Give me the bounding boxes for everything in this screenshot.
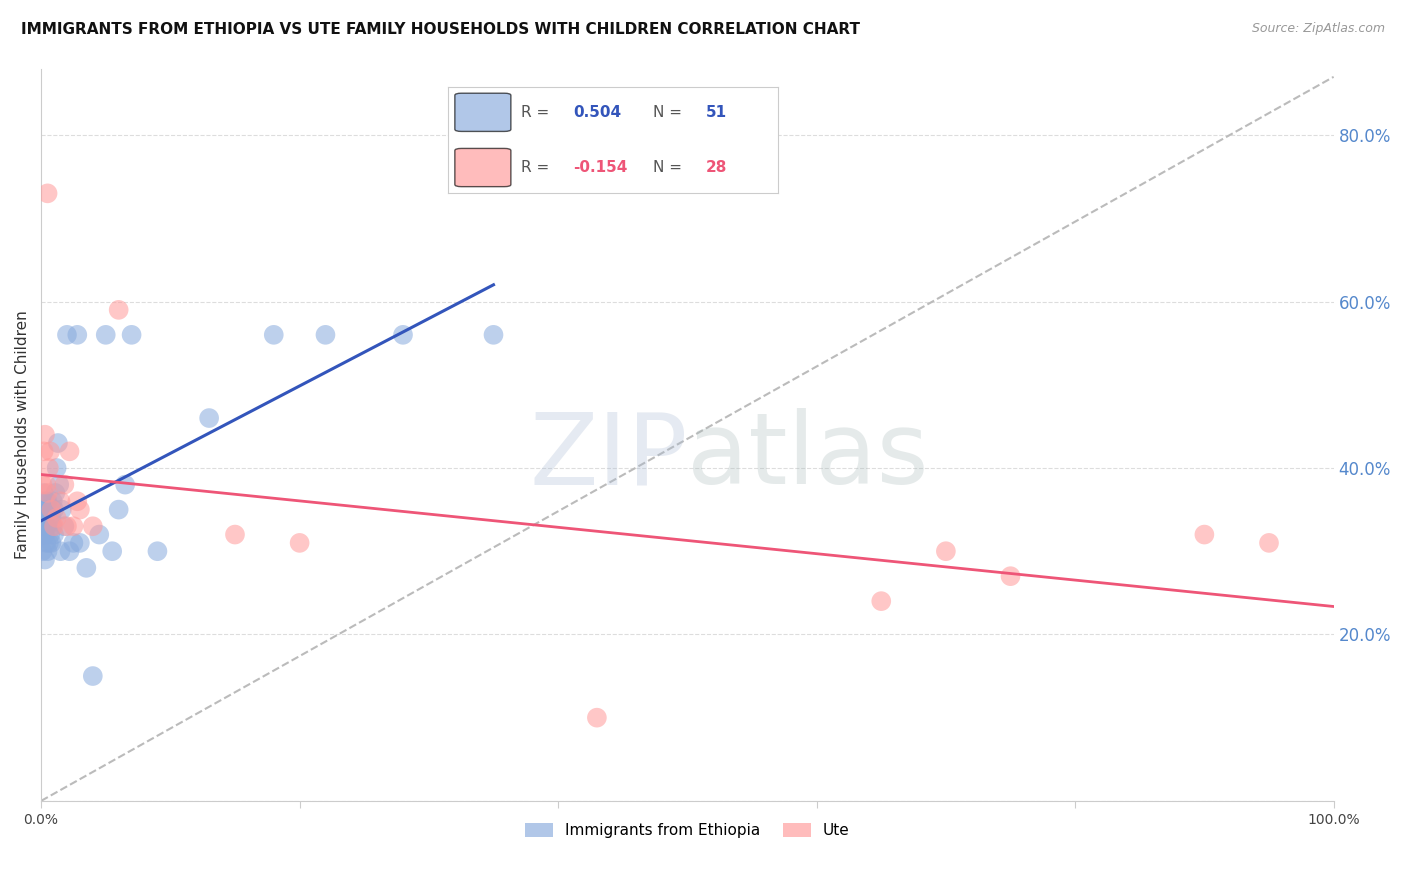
Point bbox=[32, 486, 55, 500]
Point bbox=[35, 477, 58, 491]
Point bbox=[392, 327, 415, 342]
Point bbox=[49, 494, 72, 508]
Point bbox=[75, 561, 97, 575]
Point bbox=[586, 711, 609, 725]
Point bbox=[35, 519, 58, 533]
Point bbox=[31, 477, 53, 491]
Point bbox=[38, 511, 60, 525]
Point bbox=[39, 527, 62, 541]
Point bbox=[37, 186, 59, 201]
Point bbox=[41, 511, 63, 525]
Point bbox=[38, 461, 60, 475]
Point bbox=[37, 544, 59, 558]
Point bbox=[53, 477, 76, 491]
Point bbox=[94, 327, 117, 342]
Point bbox=[58, 444, 80, 458]
Point bbox=[66, 327, 89, 342]
Point bbox=[42, 527, 65, 541]
Point bbox=[224, 527, 246, 541]
Point bbox=[121, 327, 143, 342]
Point bbox=[32, 444, 55, 458]
Point bbox=[56, 327, 79, 342]
Point bbox=[32, 527, 55, 541]
Point bbox=[69, 536, 91, 550]
Text: atlas: atlas bbox=[688, 409, 929, 505]
Point bbox=[107, 302, 129, 317]
Point bbox=[41, 536, 63, 550]
Point bbox=[263, 327, 285, 342]
Point bbox=[45, 511, 67, 525]
Point bbox=[31, 544, 53, 558]
Point bbox=[41, 502, 63, 516]
Point bbox=[42, 502, 65, 516]
Point bbox=[37, 519, 59, 533]
Point bbox=[114, 477, 136, 491]
Point bbox=[82, 519, 104, 533]
Point bbox=[42, 519, 65, 533]
Point bbox=[49, 544, 72, 558]
Point bbox=[48, 477, 70, 491]
Point bbox=[35, 536, 58, 550]
Point bbox=[34, 427, 56, 442]
Point bbox=[66, 494, 89, 508]
Point bbox=[44, 486, 66, 500]
Point bbox=[39, 502, 62, 516]
Point bbox=[45, 461, 67, 475]
Point bbox=[1194, 527, 1216, 541]
Point bbox=[107, 502, 129, 516]
Point bbox=[34, 502, 56, 516]
Point bbox=[69, 502, 91, 516]
Point bbox=[46, 436, 69, 450]
Point bbox=[51, 502, 73, 516]
Point bbox=[482, 327, 505, 342]
Point bbox=[62, 519, 84, 533]
Point bbox=[37, 494, 59, 508]
Point bbox=[37, 486, 59, 500]
Point bbox=[32, 511, 55, 525]
Point bbox=[56, 519, 79, 533]
Point bbox=[31, 519, 53, 533]
Point bbox=[62, 536, 84, 550]
Point bbox=[935, 544, 957, 558]
Text: ZIP: ZIP bbox=[529, 409, 688, 505]
Point bbox=[314, 327, 336, 342]
Point bbox=[58, 544, 80, 558]
Point bbox=[870, 594, 893, 608]
Legend: Immigrants from Ethiopia, Ute: Immigrants from Ethiopia, Ute bbox=[519, 817, 856, 845]
Point bbox=[31, 494, 53, 508]
Point bbox=[82, 669, 104, 683]
Y-axis label: Family Households with Children: Family Households with Children bbox=[15, 310, 30, 559]
Point bbox=[34, 527, 56, 541]
Point bbox=[42, 519, 65, 533]
Point bbox=[1258, 536, 1281, 550]
Point bbox=[35, 494, 58, 508]
Point bbox=[146, 544, 169, 558]
Point bbox=[1000, 569, 1022, 583]
Point bbox=[34, 552, 56, 566]
Point bbox=[38, 536, 60, 550]
Point bbox=[288, 536, 311, 550]
Text: Source: ZipAtlas.com: Source: ZipAtlas.com bbox=[1251, 22, 1385, 36]
Point bbox=[42, 494, 65, 508]
Point bbox=[53, 519, 76, 533]
Point bbox=[101, 544, 124, 558]
Point bbox=[39, 444, 62, 458]
Point bbox=[89, 527, 111, 541]
Text: IMMIGRANTS FROM ETHIOPIA VS UTE FAMILY HOUSEHOLDS WITH CHILDREN CORRELATION CHAR: IMMIGRANTS FROM ETHIOPIA VS UTE FAMILY H… bbox=[21, 22, 860, 37]
Point bbox=[198, 411, 221, 425]
